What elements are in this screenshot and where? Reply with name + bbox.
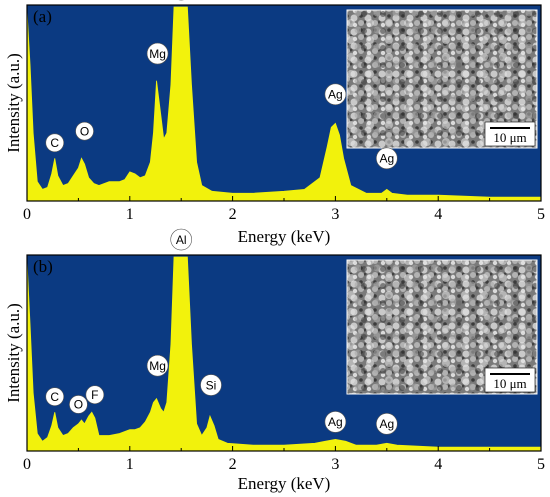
- peak-label-ag: Ag: [375, 147, 398, 170]
- peak-label-mg: Mg: [146, 354, 169, 377]
- x-tick-label: 4: [434, 206, 442, 223]
- panel-label: (b): [33, 257, 53, 276]
- svg-text:Ag: Ag: [328, 415, 343, 429]
- peak-label-f: F: [85, 385, 105, 405]
- spectrum-area: [26, 6, 542, 202]
- x-tick-label: 1: [126, 206, 134, 223]
- eds-panel-b: 10 μm C OF Mg Al Si Ag Ag (b) 0 1 2 3 4 5 Energy (keV) I…: [4, 228, 545, 493]
- y-axis-title: Intensity (a.u.): [4, 53, 23, 153]
- peak-label-ag: Ag: [324, 83, 347, 106]
- svg-text:Mg: Mg: [149, 359, 166, 373]
- scale-bar-label: 10 μm: [493, 376, 526, 391]
- x-tick-label: 3: [331, 456, 339, 473]
- peak-label-al: Al: [170, 228, 192, 251]
- peak-label-c: C: [45, 387, 65, 406]
- x-tick-label: 0: [23, 456, 31, 473]
- svg-text:Al: Al: [176, 233, 187, 247]
- peak-label-ag: Ag: [375, 413, 398, 435]
- svg-text:Ag: Ag: [379, 417, 394, 431]
- x-tick-label: 2: [229, 206, 237, 223]
- x-tick-label: 4: [434, 456, 442, 473]
- sem-inset: 10 μm: [346, 259, 538, 395]
- x-tick-label: 3: [331, 206, 339, 223]
- peak-label-si: Si: [200, 374, 222, 396]
- peak-label-o: O: [69, 395, 88, 414]
- panel-label: (a): [33, 7, 52, 26]
- x-tick-label: 0: [23, 206, 31, 223]
- scale-bar-label: 10 μm: [493, 130, 526, 145]
- sem-inset: 10 μm: [346, 9, 538, 149]
- y-axis-title: Intensity (a.u.): [4, 303, 23, 403]
- svg-text:O: O: [80, 124, 89, 138]
- svg-text:C: C: [50, 136, 59, 150]
- x-tick-label: 1: [126, 456, 134, 473]
- x-tick-label: 5: [537, 456, 545, 473]
- peak-label-c: C: [45, 133, 65, 153]
- x-tick-label: 5: [537, 206, 545, 223]
- svg-text:F: F: [91, 388, 98, 402]
- svg-text:C: C: [50, 390, 59, 404]
- spectrum-area: [26, 256, 542, 452]
- eds-panel-a: 10 μm C O Mg Al Ag Ag (a) 0 1 2 3 4 5 Energy (keV) Inte…: [4, 0, 545, 246]
- x-tick-label: 2: [229, 456, 237, 473]
- svg-text:Mg: Mg: [149, 47, 166, 61]
- svg-text:O: O: [74, 398, 83, 412]
- scale-bar-box: [484, 367, 536, 393]
- x-axis-title: Energy (keV): [238, 227, 331, 246]
- peak-label-o: O: [75, 121, 94, 141]
- svg-text:Ag: Ag: [328, 88, 343, 102]
- peak-label-mg: Mg: [146, 42, 169, 65]
- svg-text:Ag: Ag: [379, 152, 394, 166]
- peak-label-ag: Ag: [324, 411, 347, 433]
- svg-text:Si: Si: [206, 378, 217, 392]
- scale-bar-box: [484, 121, 536, 147]
- x-axis-title: Energy (keV): [238, 474, 331, 493]
